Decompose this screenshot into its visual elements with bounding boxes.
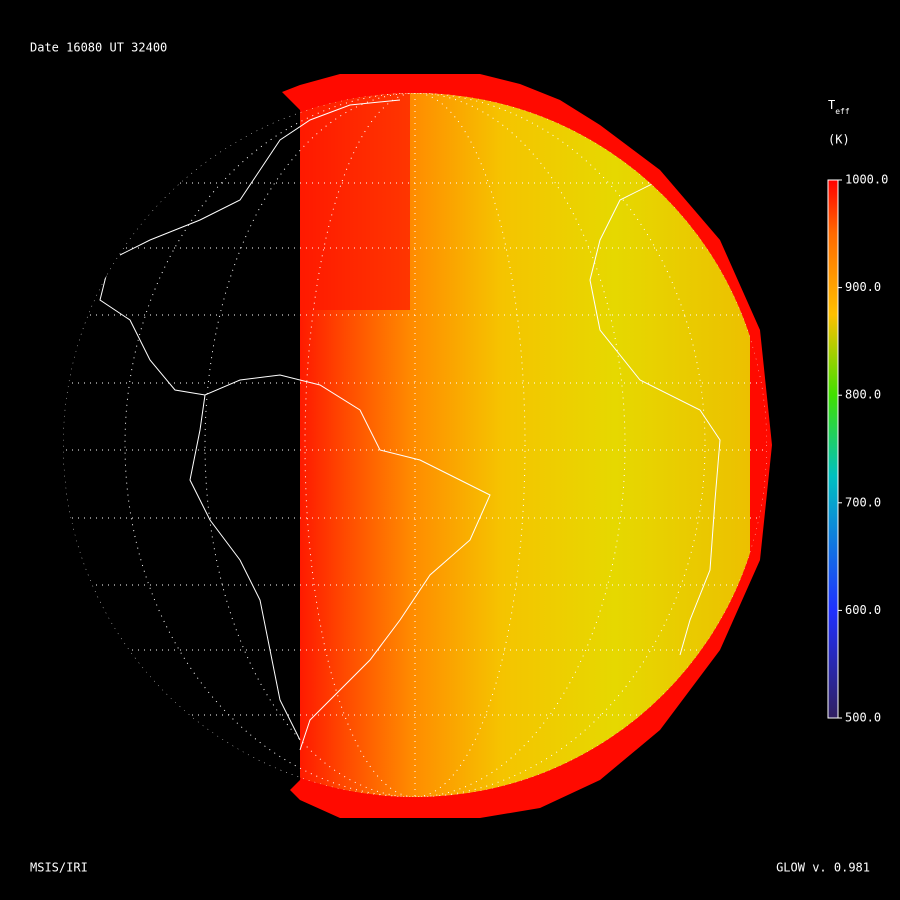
graticule [63,93,767,797]
colorbar-unit: (K) [828,133,850,147]
colorbar-tick-label: 700.0 [845,495,881,509]
colorbar-tick-label: 600.0 [845,603,881,617]
footer-left: MSIS/IRI [30,861,88,875]
colorbar-tick-label: 900.0 [845,280,881,294]
footer-right: GLOW v. 0.981 [776,861,870,875]
colorbar-tick-label: 800.0 [845,388,881,402]
colorbar-title-sub: eff [835,107,850,116]
colorbar [827,179,839,719]
polar-cap [300,93,410,310]
colorbar-title: Teff [828,98,850,116]
colorbar-title-main: T [828,98,835,112]
colorbar-tick-label: 1000.0 [845,173,888,187]
coastlines [99,99,721,751]
date-label: Date 16080 UT 32400 [30,41,167,55]
globe [63,74,772,818]
colorbar-tick-label: 500.0 [845,711,881,725]
